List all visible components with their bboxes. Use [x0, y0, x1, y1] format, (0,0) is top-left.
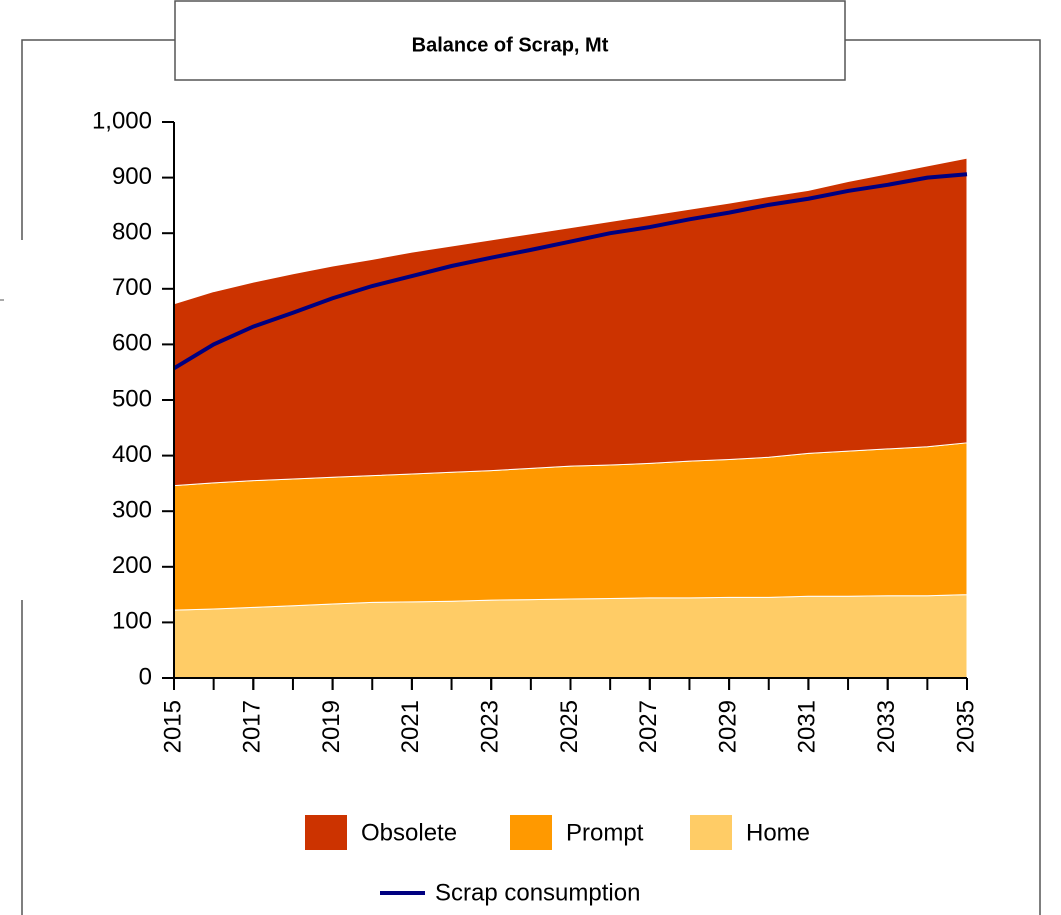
- legend-swatch: [305, 815, 347, 850]
- legend-label: Prompt: [566, 819, 644, 846]
- y-tick-label: 100: [112, 608, 152, 635]
- legend-swatch: [510, 815, 552, 850]
- x-tick-label: 2033: [873, 700, 900, 753]
- legend-swatch: [690, 815, 732, 850]
- y-tick-label: 1,000: [92, 107, 152, 134]
- title-box: [174, 0, 846, 81]
- line: [172, 172, 968, 371]
- x-tick-label: 2027: [635, 700, 662, 753]
- y-tick-label: 600: [112, 330, 152, 357]
- legend-label: Home: [746, 819, 810, 846]
- frame: [21, 39, 1041, 915]
- y-tick-label: 900: [112, 163, 152, 190]
- x-tick-label: 2021: [397, 700, 424, 753]
- x-tick-label: 2017: [239, 700, 266, 753]
- x-tick-label: 2031: [794, 700, 821, 753]
- y-tick-label: 800: [112, 219, 152, 246]
- x-tick-label: 2035: [952, 700, 979, 753]
- x-tick-label: 2019: [318, 700, 345, 753]
- y-tick-label: 200: [112, 552, 152, 579]
- legend-label: Obsolete: [361, 819, 457, 846]
- legend-label: Scrap consumption: [435, 879, 640, 906]
- x-tick-label: 2025: [556, 700, 583, 753]
- area: [173, 594, 968, 679]
- x-tick-label: 2023: [477, 700, 504, 753]
- area: [173, 157, 968, 487]
- y-tick-label: 400: [112, 441, 152, 468]
- y-tick-label: 700: [112, 274, 152, 301]
- chart-title: Balance of Scrap, Mt: [412, 34, 609, 56]
- x-tick-label: 2029: [714, 700, 741, 753]
- x-tick-label: 2015: [159, 700, 186, 753]
- y-tick-label: 300: [112, 497, 152, 524]
- y-tick-label: 0: [139, 663, 152, 690]
- y-tick-label: 500: [112, 385, 152, 412]
